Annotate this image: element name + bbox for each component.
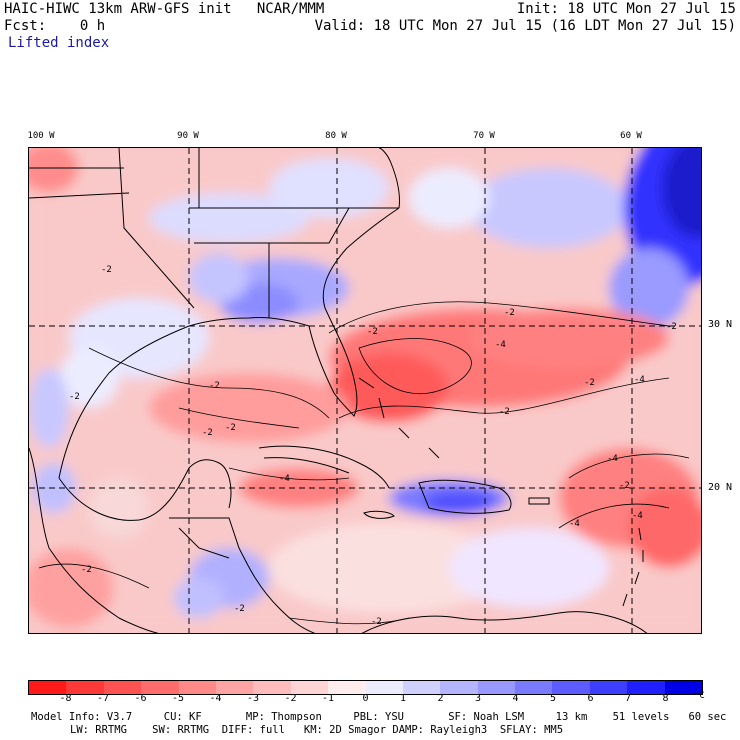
colorbar-tick-label: 6	[587, 693, 594, 704]
colorbar-cell	[627, 681, 665, 694]
colorbar-cell	[402, 681, 441, 694]
contour-label: -2	[371, 617, 382, 627]
contours	[38, 301, 690, 625]
contour-label: -2	[202, 428, 213, 438]
shaded-field	[29, 148, 701, 633]
colorbar-tick-label: 5	[549, 693, 557, 704]
contour-label: -2	[499, 407, 510, 417]
colorbar-cell	[66, 681, 104, 694]
colorbar-tick-label: 2	[437, 693, 444, 704]
colorbar-cell	[664, 681, 703, 694]
lon-label-80w: 80 W	[325, 131, 347, 141]
contour-label: -2	[584, 378, 595, 388]
lat-label-30n: 30 N	[708, 319, 733, 330]
contour-label: -4	[279, 474, 290, 484]
contour-label: -2	[666, 322, 677, 332]
lon-label-70w: 70 W	[473, 131, 495, 141]
lat-lon-grid	[29, 148, 701, 633]
contour-label: -4	[495, 340, 506, 350]
contour-labels: -2 -2 -2 -2 -2 -2 -2 -2 -2 -4 -4 -4 -4 -…	[69, 265, 677, 627]
colorbar-cell	[440, 681, 478, 694]
colorbar-cell	[589, 681, 628, 694]
colorbar-tick-label: -8	[59, 693, 72, 704]
coastlines	[29, 148, 648, 633]
colorbar-tick-label: -3	[246, 693, 260, 704]
colorbar-tick-label: 3	[474, 693, 482, 704]
colorbar-cell	[29, 681, 67, 694]
valid-time: Valid: 18 UTC Mon 27 Jul 15 (16 LDT Mon …	[314, 18, 736, 34]
colorbar-tick-label: 8	[662, 693, 669, 704]
forecast-hour: Fcst: 0 h	[4, 18, 106, 34]
colorbar-cell	[290, 681, 329, 694]
colorbar-cell	[477, 681, 516, 694]
contour-label: -2	[101, 265, 112, 275]
lifted-index-map: -2 -2 -2 -2 -2 -2 -2 -2 -2 -4 -4 -4 -4 -…	[28, 147, 702, 634]
colorbar-cell	[103, 681, 142, 694]
contour-label: -2	[81, 565, 92, 575]
colorbar-cell	[515, 681, 553, 694]
colorbar-tick-label: -1	[321, 693, 335, 704]
colorbar-cell	[141, 681, 179, 694]
lat-label-20n: 20 N	[708, 482, 733, 493]
colorbar-tick-label: -4	[209, 693, 222, 704]
lifted-index-colorbar	[28, 680, 703, 695]
contour-label: -2	[225, 423, 236, 433]
model-info-line2: LW: RRTMG SW: RRTMG DIFF: full KM: 2D Sm…	[70, 724, 564, 736]
colorbar-cell	[253, 681, 291, 694]
colorbar-cell	[215, 681, 254, 694]
colorbar-tick-label: 0	[362, 693, 369, 704]
contour-label: -2	[367, 327, 378, 337]
contour-label: -4	[569, 519, 580, 529]
colorbar-tick-label: -7	[96, 693, 110, 704]
lon-label-100w: 100 W	[27, 131, 55, 141]
contour-label: -4	[634, 375, 645, 385]
colorbar-cell	[328, 681, 366, 694]
colorbar-tick-label: -5	[171, 693, 185, 704]
colorbar-tick-label: 1	[399, 693, 407, 704]
colorbar-cell	[365, 681, 403, 694]
colorbar-tick-label: -6	[134, 693, 147, 704]
contour-label: -4	[607, 454, 618, 464]
contour-label: -2	[209, 381, 220, 391]
colorbar-cell	[552, 681, 590, 694]
lon-label-90w: 90 W	[177, 131, 199, 141]
contour-label: -2	[619, 481, 630, 491]
colorbar-tick-label: 7	[624, 693, 632, 704]
colorbar-tick-label: -2	[284, 693, 297, 704]
init-time: Init: 18 UTC Mon 27 Jul 15	[516, 1, 736, 17]
colorbar-tick-label: 4	[512, 693, 519, 704]
colorbar-unit: °C	[694, 691, 705, 701]
contour-label: -2	[69, 392, 80, 402]
contour-label: -2	[504, 308, 515, 318]
model-title: HAIC-HIWC 13km ARW-GFS init NCAR/MMM	[4, 1, 325, 17]
colorbar-cell	[178, 681, 216, 694]
field-name: Lifted index	[8, 35, 110, 51]
contour-label: -2	[234, 604, 245, 614]
model-info-line1: Model Info: V3.7 CU: KF MP: Thompson PBL…	[31, 711, 727, 723]
contour-label: -4	[632, 511, 643, 521]
lon-label-60w: 60 W	[620, 131, 642, 141]
